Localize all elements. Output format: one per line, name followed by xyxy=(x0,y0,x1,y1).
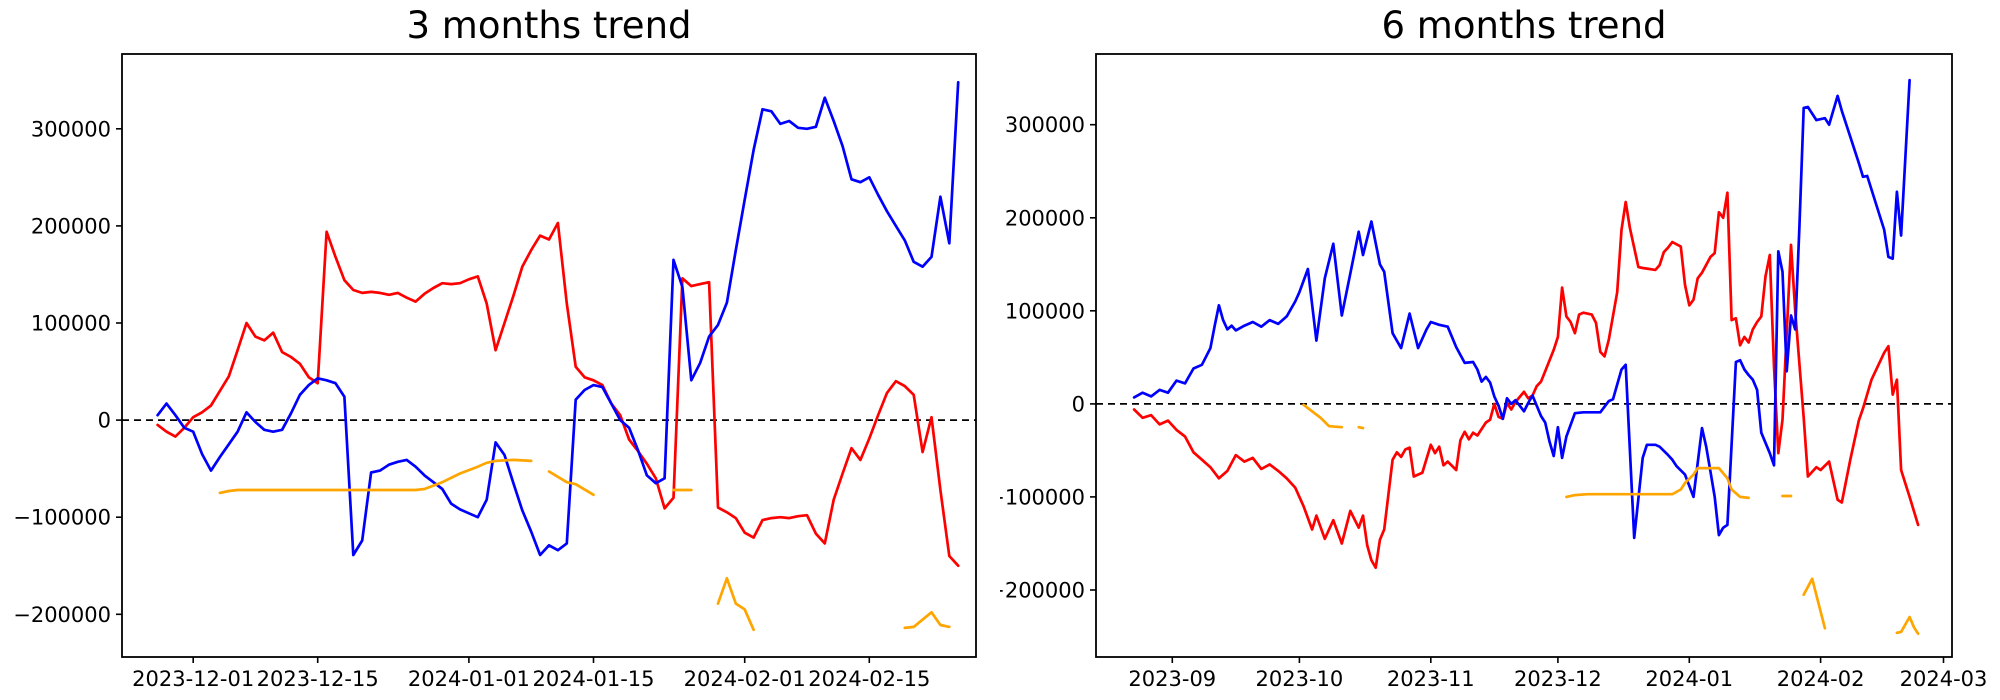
y-tick-label: 100000 xyxy=(1005,299,1085,323)
x-tick-label: 2024-02-01 xyxy=(684,667,806,691)
series-orange-line xyxy=(1357,425,1365,430)
series-orange-line xyxy=(1565,466,1750,500)
y-tick-label: −100000 xyxy=(13,506,111,530)
axes-frame xyxy=(1095,53,1953,658)
x-tick-label: 2024-01-15 xyxy=(532,667,654,691)
y-tick-label: 100000 xyxy=(31,312,111,336)
chart-title-6-months: 6 months trend xyxy=(1381,4,1667,47)
x-tick-label: 2023-10 xyxy=(1256,667,1344,691)
y-tick-label: −200000 xyxy=(1000,579,1085,603)
x-tick-label: 2023-12 xyxy=(1514,667,1602,691)
x-tick-label: 2023-12-15 xyxy=(257,667,379,691)
y-tick-label: 300000 xyxy=(31,117,111,141)
series-red-line xyxy=(1132,191,1920,570)
y-tick-label: 200000 xyxy=(31,214,111,238)
x-tick-label: 2023-11 xyxy=(1387,667,1475,691)
y-tick-label: −100000 xyxy=(1000,485,1085,509)
series-orange-line xyxy=(547,470,595,497)
chart-3-months-trend: 3 months trend −200000 −100000 0 100000 2000… xyxy=(13,4,977,691)
series-orange-line xyxy=(903,610,951,630)
y-tick-label: 200000 xyxy=(1005,206,1085,230)
y-tick-label: 0 xyxy=(98,409,111,433)
y-tick-label: 300000 xyxy=(1005,113,1085,137)
series-orange-line xyxy=(716,576,755,632)
plot-area-3-months: −200000 −100000 0 100000 200000 300000 2023-12… xyxy=(13,53,977,691)
series-red-line xyxy=(156,221,960,568)
series-orange-line xyxy=(1302,403,1344,429)
x-tick-label: 2023-09 xyxy=(1128,667,1216,691)
x-tick-label: 2023-12-01 xyxy=(132,667,254,691)
series-orange-line xyxy=(218,458,533,495)
x-tick-label: 2024-01 xyxy=(1645,667,1733,691)
y-tick-label: 0 xyxy=(1072,392,1085,416)
y-tick-label: −200000 xyxy=(13,603,111,627)
series-orange-line xyxy=(1895,615,1920,636)
series-blue-line xyxy=(156,80,960,557)
x-tick-label: 2024-02 xyxy=(1777,667,1865,691)
x-tick-label: 2024-03 xyxy=(1900,667,1988,691)
chart-6-months-trend: 6 months trend −200000 −100000 0 100000 2000… xyxy=(1000,0,2000,700)
x-tick-label: 2024-01-01 xyxy=(408,667,530,691)
x-tick-label: 2024-02-15 xyxy=(808,667,930,691)
axes-frame xyxy=(121,53,977,658)
plot-area-6-months: −200000 −100000 0 100000 200000 300000 2023-09… xyxy=(1000,53,1988,691)
series-orange-line xyxy=(1802,577,1827,630)
chart-title-3-months: 3 months trend xyxy=(406,4,692,47)
series-blue-line xyxy=(1132,78,1911,540)
